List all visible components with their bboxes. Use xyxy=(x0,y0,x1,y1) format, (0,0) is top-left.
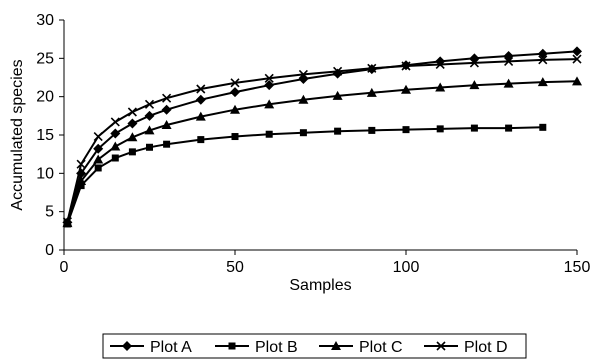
chart-axes: 0 5 10 15 20 25 30 0 50 100 150 xyxy=(36,12,590,276)
data-point-plot-d xyxy=(62,217,72,227)
data-point-plot-d xyxy=(435,59,445,70)
data-point-plot-b xyxy=(265,130,273,138)
data-point-plot-d xyxy=(367,63,377,73)
data-point-plot-a xyxy=(264,80,275,91)
y-tick-label: 25 xyxy=(36,50,54,67)
data-point-plot-b xyxy=(111,154,119,162)
x-axis-title: Samples xyxy=(289,277,351,294)
data-point-plot-a xyxy=(537,48,548,59)
data-point-plot-c xyxy=(503,78,514,88)
data-point-plot-b xyxy=(299,129,307,137)
data-point-plot-d xyxy=(93,131,103,142)
data-point-plot-c xyxy=(195,111,206,121)
series-plot-d xyxy=(62,54,582,227)
data-point-plot-c xyxy=(332,90,343,100)
data-point-plot-d xyxy=(504,56,514,66)
chart-legend: Plot A Plot B Plot C Plot D xyxy=(102,333,527,359)
data-point-plot-b xyxy=(436,125,444,133)
series-line-plot-b xyxy=(66,126,543,225)
data-point-plot-d xyxy=(127,107,137,117)
data-point-plot-c xyxy=(469,80,480,90)
data-point-plot-c xyxy=(161,120,172,130)
data-point-plot-d xyxy=(333,66,343,76)
data-point-plot-c xyxy=(93,154,104,164)
data-point-plot-b xyxy=(94,164,102,172)
series-layer xyxy=(62,46,582,228)
data-point-plot-b xyxy=(505,124,513,132)
series-plot-c xyxy=(62,76,582,228)
data-point-plot-c xyxy=(127,132,138,142)
legend-marker-plot-d xyxy=(436,341,446,351)
data-point-plot-d xyxy=(76,159,86,169)
data-point-plot-c xyxy=(144,125,155,135)
data-point-plot-b xyxy=(128,148,136,156)
data-point-plot-b xyxy=(402,126,410,134)
x-tick-label: 100 xyxy=(393,259,420,276)
data-point-plot-c xyxy=(401,84,411,94)
data-point-plot-d xyxy=(196,84,206,94)
data-point-plot-b xyxy=(77,182,85,190)
data-point-plot-d xyxy=(401,61,411,71)
data-point-plot-c xyxy=(298,94,309,104)
data-point-plot-d xyxy=(162,93,172,103)
legend-marker-plot-c xyxy=(331,341,341,350)
data-point-plot-b xyxy=(146,143,153,151)
data-point-plot-b xyxy=(470,124,478,132)
data-point-plot-c xyxy=(110,141,121,151)
data-point-plot-d xyxy=(144,99,155,109)
data-point-plot-c xyxy=(572,76,582,86)
data-point-plot-a xyxy=(127,118,138,129)
data-point-plot-d xyxy=(572,54,582,64)
data-point-plot-b xyxy=(197,136,205,144)
y-tick-label: 0 xyxy=(45,242,54,259)
y-tick-label: 5 xyxy=(45,204,54,221)
y-axis-title: Accumulated species xyxy=(9,59,26,210)
legend-marker-plot-b xyxy=(228,342,236,350)
data-point-plot-c xyxy=(366,87,377,97)
legend-label-plot-b: Plot B xyxy=(255,339,298,356)
data-point-plot-c xyxy=(435,82,446,92)
data-point-plot-b xyxy=(334,127,342,135)
data-point-plot-d xyxy=(469,58,479,68)
legend-label-plot-c: Plot C xyxy=(359,339,403,356)
data-point-plot-d xyxy=(298,69,308,79)
y-tick-label: 15 xyxy=(36,127,54,144)
legend-label-plot-d: Plot D xyxy=(464,339,508,356)
legend-marker-plot-a xyxy=(122,341,132,351)
data-point-plot-c xyxy=(264,99,275,109)
data-point-plot-d xyxy=(230,78,240,88)
y-tick-label: 20 xyxy=(36,89,54,106)
x-tick-label: 0 xyxy=(60,259,69,276)
y-tick-label: 10 xyxy=(36,165,54,182)
data-point-plot-a xyxy=(572,46,582,57)
series-line-plot-a xyxy=(66,50,578,223)
legend-label-plot-a: Plot A xyxy=(150,339,192,356)
data-point-plot-c xyxy=(230,104,240,114)
data-point-plot-a xyxy=(144,110,155,121)
series-line-plot-c xyxy=(66,80,578,224)
data-point-plot-a xyxy=(93,143,104,154)
data-point-plot-a xyxy=(161,104,172,115)
data-point-plot-d xyxy=(264,73,274,83)
data-point-plot-b xyxy=(163,140,171,148)
data-point-plot-b xyxy=(539,123,547,131)
data-point-plot-c xyxy=(537,77,548,87)
data-point-plot-a xyxy=(230,87,240,98)
data-point-plot-b xyxy=(231,133,239,141)
data-point-plot-d xyxy=(110,117,120,127)
data-point-plot-d xyxy=(538,55,548,65)
y-tick-label: 30 xyxy=(36,12,54,29)
data-point-plot-a xyxy=(195,94,206,105)
x-tick-label: 50 xyxy=(226,259,244,276)
x-tick-label: 150 xyxy=(564,259,591,276)
data-point-plot-a xyxy=(503,51,514,62)
data-point-plot-b xyxy=(368,126,376,134)
data-point-plot-a xyxy=(110,128,121,139)
data-point-plot-c xyxy=(76,176,87,185)
